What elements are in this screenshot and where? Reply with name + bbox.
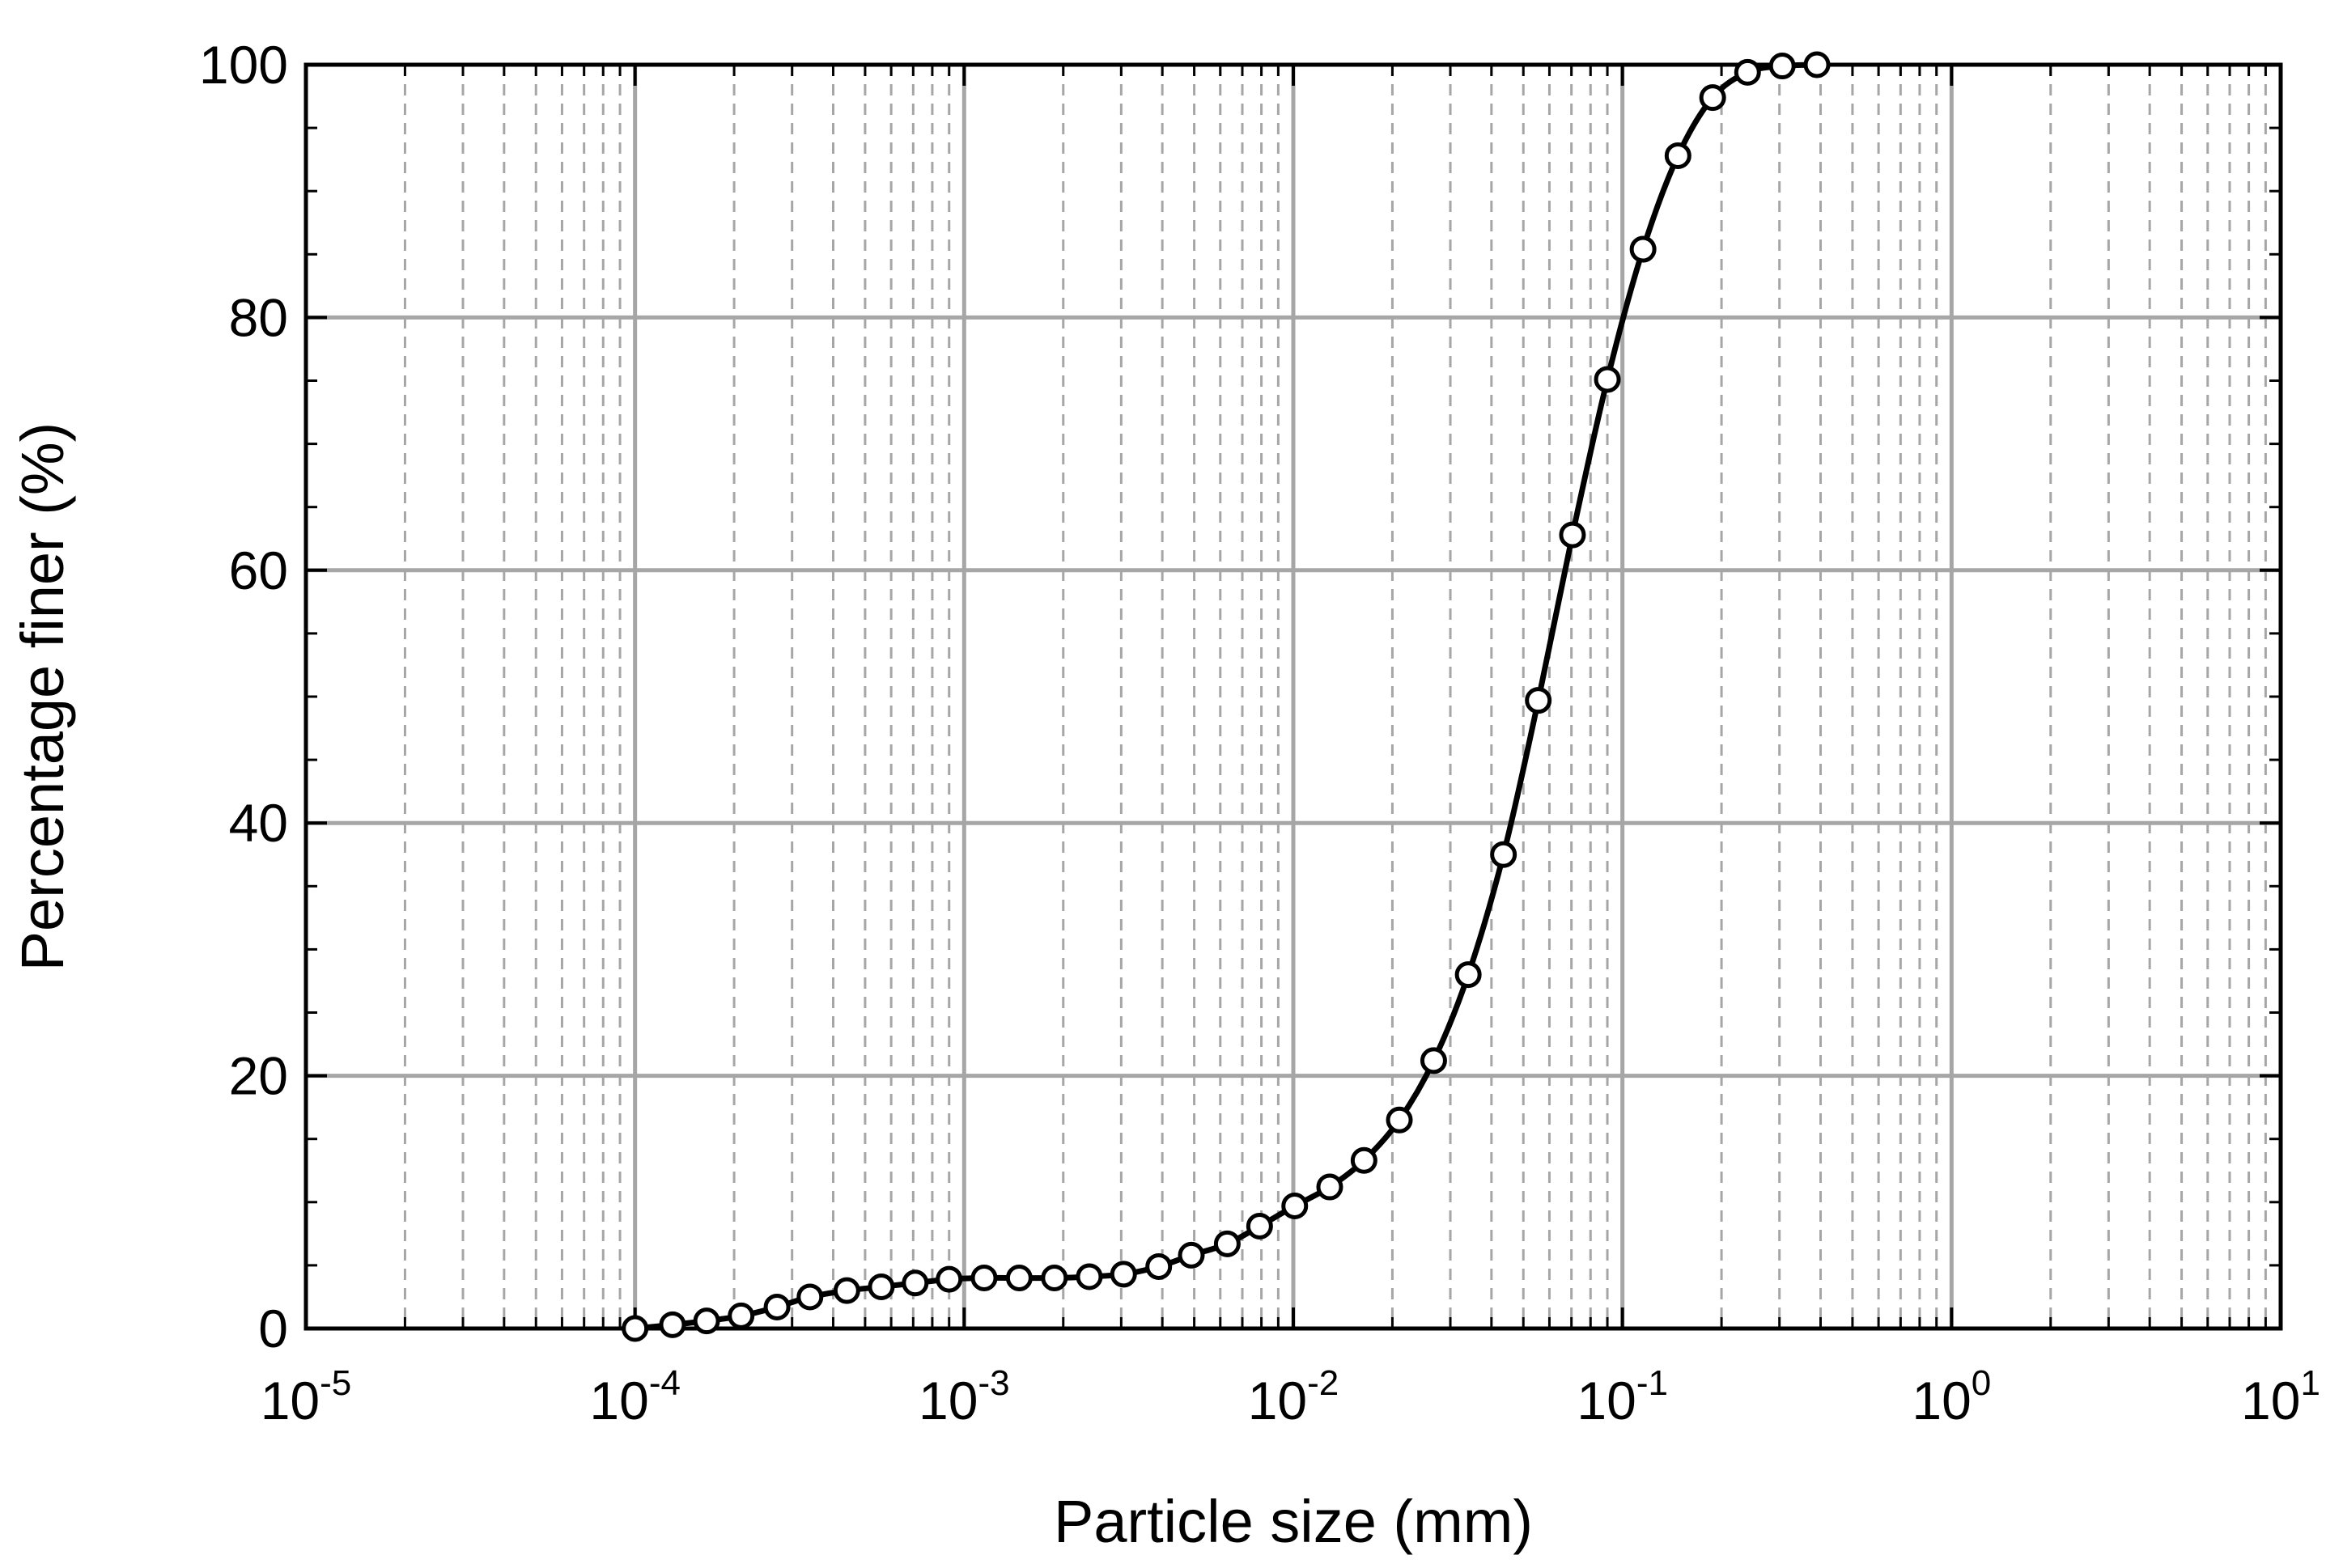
data-point (1145, 1252, 1173, 1280)
data-point (1420, 1047, 1447, 1074)
data-point (1041, 1265, 1068, 1292)
data-point (659, 1311, 686, 1338)
data-point (1525, 687, 1552, 714)
data-point (728, 1302, 755, 1329)
plot-frame (303, 62, 2283, 1331)
x-tick-label: 10-1 (1577, 1363, 1668, 1430)
data-point (1664, 142, 1691, 169)
x-axis-title: Particle size (mm) (1054, 1488, 1533, 1555)
x-tick-labels: 10-5 10-4 10-3 10-2 10-1 100 101 (261, 1363, 2320, 1430)
y-tick-label: 0 (258, 1299, 288, 1358)
data-point (1734, 58, 1761, 86)
data-point (868, 1273, 895, 1300)
data-point (763, 1293, 791, 1320)
data-point (833, 1277, 860, 1304)
x-tick-label: 10-5 (261, 1363, 352, 1430)
data-point (693, 1307, 720, 1335)
x-tick-label: 10-2 (1248, 1363, 1339, 1430)
y-tick-label: 80 (229, 287, 288, 347)
data-point (1246, 1212, 1273, 1240)
data-point (936, 1265, 963, 1293)
x-tick-label: 101 (2241, 1363, 2320, 1430)
data-point (1350, 1146, 1377, 1174)
y-tick-label: 100 (199, 35, 288, 95)
x-tick-label: 100 (1912, 1363, 1991, 1430)
data-point (1699, 84, 1726, 112)
y-tick-labels: 0 20 40 60 80 100 (199, 35, 288, 1358)
data-point (970, 1265, 998, 1292)
data-point (1316, 1173, 1343, 1201)
data-point (902, 1269, 929, 1297)
data-point (1490, 841, 1517, 868)
data-point (622, 1315, 649, 1342)
data-point (1559, 521, 1586, 549)
data-point (1803, 51, 1831, 78)
data-point (1454, 961, 1482, 989)
y-tick-label: 40 (229, 793, 288, 853)
minor-grid (403, 65, 2267, 1329)
data-point (1076, 1263, 1103, 1290)
major-grid (306, 65, 2281, 1329)
series-layer (622, 51, 1831, 1342)
y-tick-label: 20 (229, 1046, 288, 1106)
data-point (796, 1283, 824, 1311)
data-point (1629, 235, 1657, 263)
data-point (1594, 366, 1621, 393)
x-tick-label: 10-3 (919, 1363, 1010, 1430)
data-point (1386, 1106, 1413, 1134)
data-point (1213, 1230, 1241, 1257)
data-point (1110, 1261, 1137, 1288)
data-point (1281, 1192, 1309, 1219)
data-point (1178, 1241, 1205, 1269)
x-tick-label: 10-4 (589, 1363, 681, 1430)
data-point (1768, 53, 1796, 80)
y-axis-title: Percentage finer (%) (9, 422, 76, 972)
data-point (1005, 1265, 1033, 1292)
y-tick-label: 60 (229, 540, 288, 600)
